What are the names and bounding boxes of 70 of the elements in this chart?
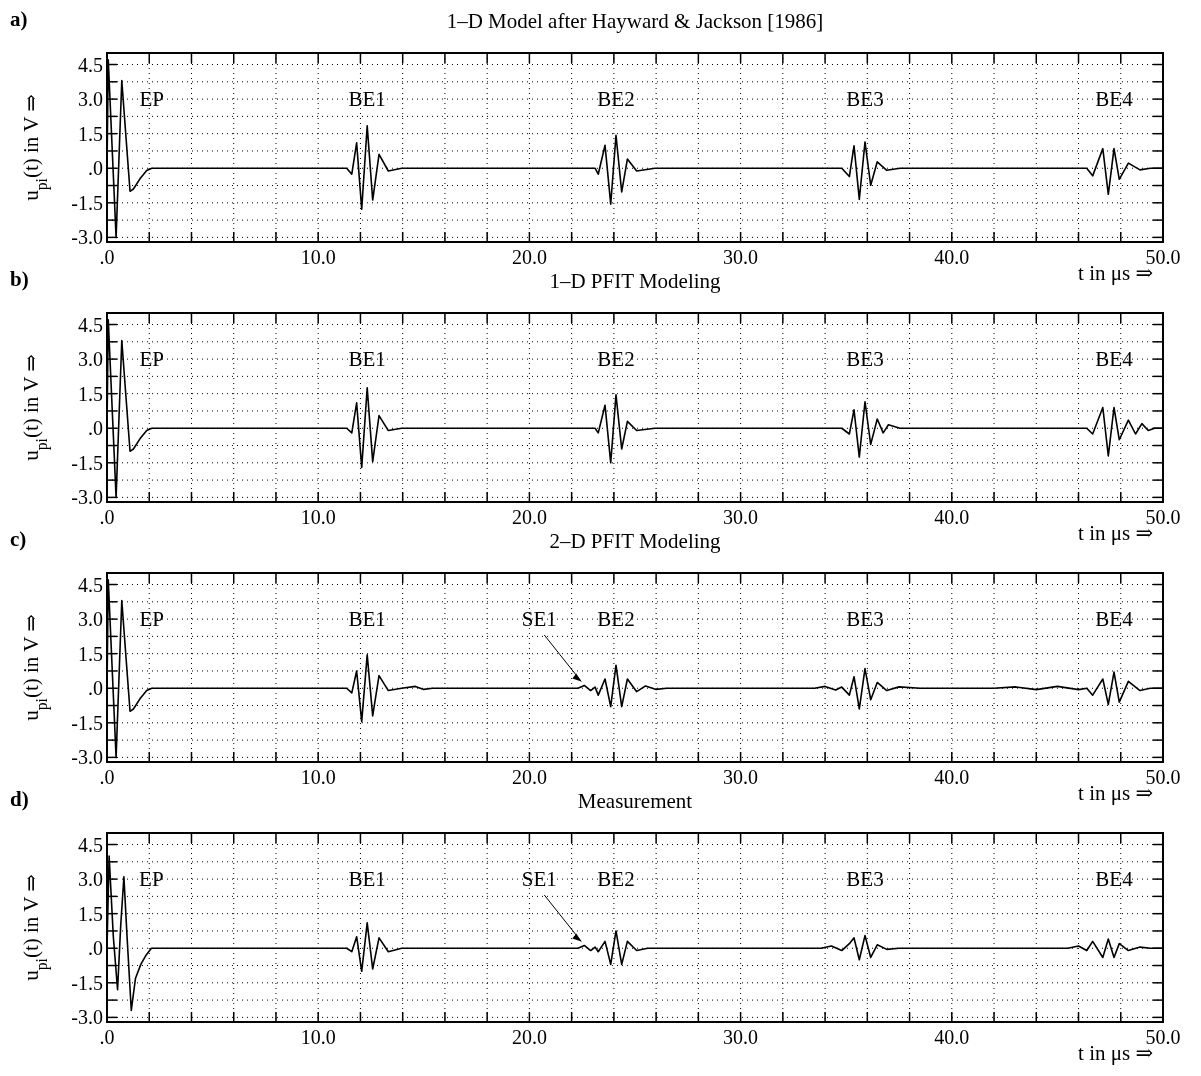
annotation: BE2 [597,87,635,112]
x-tick-label: 10.0 [300,766,336,788]
x-tick-label: 30.0 [723,506,759,528]
x-tick-label: 10.0 [300,246,336,268]
annotation: BE4 [1095,607,1134,632]
y-tick-label: 1.5 [78,122,103,145]
annotation: EP [139,347,165,372]
annotation: BE4 [1095,87,1134,112]
chart-title: 1–D PFIT Modeling [549,269,722,293]
annotation: BE3 [846,87,884,112]
y-tick-label: -1.5 [71,451,103,474]
text: a) [10,7,28,31]
y-tick-label: 4.5 [78,833,103,856]
x-tick-label: 20.0 [511,1026,547,1048]
y-tick-label: -1.5 [71,971,103,994]
text: d) [10,787,29,811]
annotation: BE1 [348,347,386,372]
y-tick-label: 3.0 [78,348,103,371]
chart-title: 1–D Model after Hayward & Jackson [1986] [446,9,824,33]
x-tick-label: 30.0 [723,246,759,268]
annotation: BE3 [846,867,884,892]
annotation: BE2 [597,867,635,892]
annotation: SE1 [521,867,557,892]
x-tick-label: 40.0 [934,246,970,268]
y-tick-label: 1.5 [78,902,103,925]
annotation: BE4 [1095,347,1134,372]
x-tick-label: 30.0 [723,766,759,788]
annotation: SE1 [521,607,557,632]
annotation: BE2 [597,347,635,372]
annotation: BE1 [348,867,386,892]
y-tick-label: 4.5 [78,313,103,336]
y-tick-label: 3.0 [78,868,103,891]
y-tick-label: .0 [88,157,103,180]
annotation: EP [139,607,165,632]
annotation: BE4 [1095,867,1134,892]
x-tick-label: 40.0 [934,766,970,788]
annotation: EP [139,867,164,892]
x-tick-label: 30.0 [723,1026,759,1048]
y-tick-label: .0 [88,417,103,440]
annotation: BE3 [846,607,884,632]
y-tick-label: 1.5 [78,642,103,665]
annotation: BE1 [348,607,386,632]
y-tick-label: 1.5 [78,382,103,405]
x-tick-label: 20.0 [511,766,547,788]
y-tick-label: -1.5 [71,711,103,734]
y-tick-label: .0 [88,677,103,700]
x-tick-label: 10.0 [300,1026,336,1048]
y-tick-label: -3.0 [71,486,103,509]
annotation: BE1 [348,87,386,112]
y-tick-label: .0 [88,937,103,960]
x-tick-label: 40.0 [934,1026,970,1048]
chart-title: 2–D PFIT Modeling [549,529,722,553]
y-tick-label: 3.0 [78,88,103,111]
y-tick-label: -1.5 [71,191,103,214]
y-tick-label: -3.0 [71,746,103,769]
x-tick-label: 20.0 [511,506,547,528]
x-tick-label: 40.0 [934,506,970,528]
y-tick-label: 3.0 [78,608,103,631]
y-tick-label: -3.0 [71,226,103,249]
y-tick-label: -3.0 [71,1006,103,1029]
annotation: BE3 [846,347,884,372]
y-tick-label: 4.5 [78,573,103,596]
text: b) [10,267,29,291]
annotation: EP [139,87,165,112]
text: c) [10,527,27,551]
y-tick-label: 4.5 [78,53,103,76]
chart-title: Measurement [577,789,693,813]
x-tick-label: 20.0 [511,246,547,268]
annotation: BE2 [597,607,635,632]
x-tick-label: 10.0 [300,506,336,528]
